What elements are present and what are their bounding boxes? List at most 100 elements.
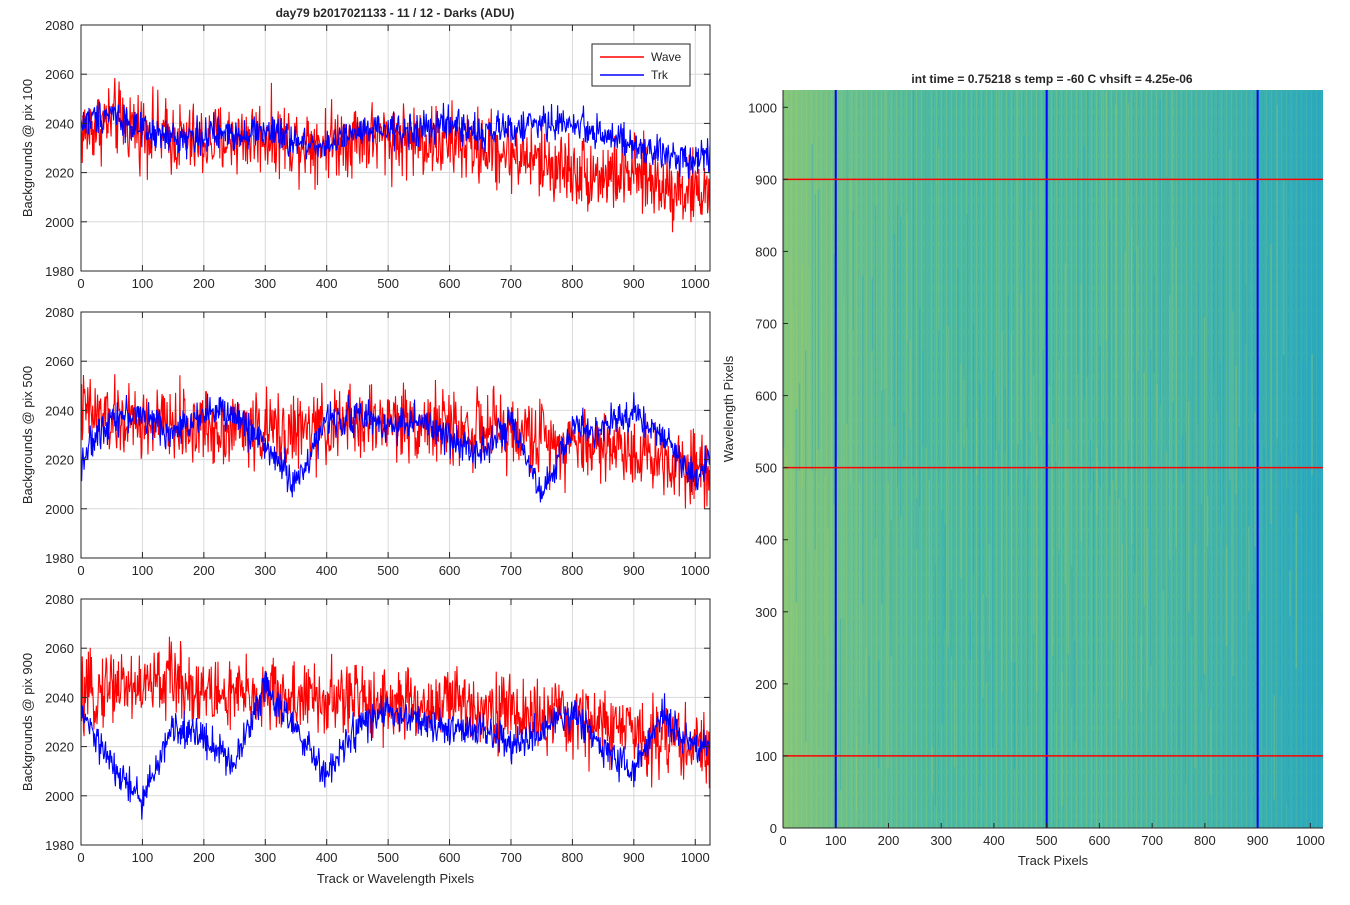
heatmap-streak <box>1086 90 1089 378</box>
heatmap-streak <box>1165 176 1168 453</box>
x-tick-label: 0 <box>77 563 84 578</box>
heatmap-y-axis-label: Wavelength Pixels <box>721 355 736 462</box>
heatmap-streak <box>1298 182 1301 518</box>
heatmap-y-tick-label: 700 <box>755 317 777 332</box>
heatmap-streak <box>909 339 911 430</box>
heatmap-streak <box>887 482 889 768</box>
x-tick-label: 300 <box>254 563 276 578</box>
heatmap-streak <box>1292 581 1294 632</box>
heatmap-streak <box>839 618 842 791</box>
axes-box <box>80 311 711 559</box>
heatmap-streak <box>1153 275 1155 374</box>
heatmap-streak <box>1263 447 1266 748</box>
heatmap-streak <box>1311 354 1313 475</box>
heatmap-streak <box>884 90 886 389</box>
heatmap-streak <box>1074 639 1076 742</box>
x-tick-label: 1000 <box>681 276 710 291</box>
heatmap-streak <box>1121 543 1123 701</box>
heatmap-streak <box>1188 401 1190 613</box>
heatmap-streak <box>1175 247 1177 548</box>
heatmap-x-tick-label: 0 <box>779 833 786 848</box>
x-tick-label: 400 <box>316 850 338 865</box>
legend-box <box>591 43 691 87</box>
heatmap-streak <box>1007 296 1010 495</box>
heatmap-y-tick-label: 500 <box>755 461 777 476</box>
heatmap-streak <box>798 383 801 471</box>
heatmap-y-tick-label: 400 <box>755 533 777 548</box>
heatmap-streak <box>1301 363 1304 746</box>
heatmap-y-tick-label: 0 <box>770 821 777 836</box>
heatmap-streak <box>1102 90 1104 421</box>
x-tick-label: 600 <box>439 276 461 291</box>
heatmap-streak <box>912 90 915 477</box>
heatmap-streak <box>1023 135 1025 497</box>
y-tick-label: 2080 <box>45 592 74 607</box>
y-tick-label: 2040 <box>45 690 74 705</box>
heatmap-streak <box>1305 362 1307 695</box>
y-axis-label: Backgrounds @ pix 100 <box>20 79 35 217</box>
heatmap-streak <box>969 611 972 661</box>
y-tick-label: 1980 <box>45 551 74 566</box>
legend: Wave Trk <box>591 43 691 87</box>
heatmap-x-axis-label: Track Pixels <box>1018 853 1089 868</box>
heatmap-streak <box>1137 246 1139 371</box>
heatmap-x-tick-label: 200 <box>878 833 900 848</box>
heatmap-streak <box>994 395 997 451</box>
heatmap-streak <box>1286 489 1288 804</box>
heatmap-panel: 0 100 200 300 400 500 600 700 800 900 1000 0 100 200 3… <box>721 90 1325 868</box>
heatmap-streak <box>846 90 848 425</box>
heatmap-streak <box>900 216 902 517</box>
heatmap-streak <box>1197 282 1199 425</box>
heatmap-streak <box>865 647 867 696</box>
heatmap-streak <box>925 90 927 449</box>
heatmap-streak <box>1061 671 1063 807</box>
heatmap-streak <box>836 456 839 782</box>
heatmap-streak <box>1276 105 1278 439</box>
y-tick-label: 2000 <box>45 502 74 517</box>
heatmap-streak <box>1099 346 1101 487</box>
y-tick-label: 2080 <box>45 305 74 320</box>
heatmap-streak <box>1127 102 1130 440</box>
heatmap-x-tick-label: 300 <box>930 833 952 848</box>
heatmap-streak <box>1131 227 1133 544</box>
heatmap-streak <box>919 307 921 508</box>
heatmap-streak <box>922 350 924 446</box>
heatmap-x-tick-label: 900 <box>1247 833 1269 848</box>
heatmap-streak <box>1042 159 1044 350</box>
heatmap-streak <box>1058 359 1060 550</box>
series-group <box>81 77 710 233</box>
heatmap-streak <box>1004 388 1006 454</box>
y-tick-label: 2040 <box>45 116 74 131</box>
heatmap-streak <box>991 370 994 748</box>
x-tick-label: 600 <box>439 563 461 578</box>
x-tick-label: 1000 <box>681 563 710 578</box>
x-tick-label: 800 <box>562 850 584 865</box>
heatmap-streak <box>1229 150 1231 481</box>
heatmap-x-tick-label: 500 <box>1036 833 1058 848</box>
heatmap-streak <box>1210 709 1212 795</box>
heatmap-streak <box>843 296 845 617</box>
heatmap-x-tick-label: 400 <box>983 833 1005 848</box>
heatmap-streak <box>871 277 873 351</box>
heatmap-streak <box>1279 452 1282 696</box>
heatmap-streak <box>906 212 908 341</box>
heatmap-streak <box>1051 423 1054 656</box>
heatmap-streak <box>1115 103 1117 490</box>
y-tick-label: 2020 <box>45 453 74 468</box>
y-tick-label: 2080 <box>45 18 74 33</box>
heatmap-streak <box>982 593 984 698</box>
heatmap-streak <box>1070 565 1073 708</box>
series-line-trk <box>81 392 710 503</box>
heatmap-streak <box>963 380 965 448</box>
heatmap-streak <box>1248 526 1250 612</box>
heatmap-streak <box>1203 317 1206 675</box>
heatmap-streak <box>928 480 930 621</box>
heatmap-streak <box>1029 210 1032 432</box>
heatmap-x-tick-label: 700 <box>1141 833 1163 848</box>
heatmap-streak <box>792 310 794 656</box>
heatmap-streak <box>1232 311 1234 677</box>
series-line-wave <box>81 636 710 789</box>
heatmap-streak <box>947 326 949 647</box>
heatmap-streak <box>941 510 943 725</box>
